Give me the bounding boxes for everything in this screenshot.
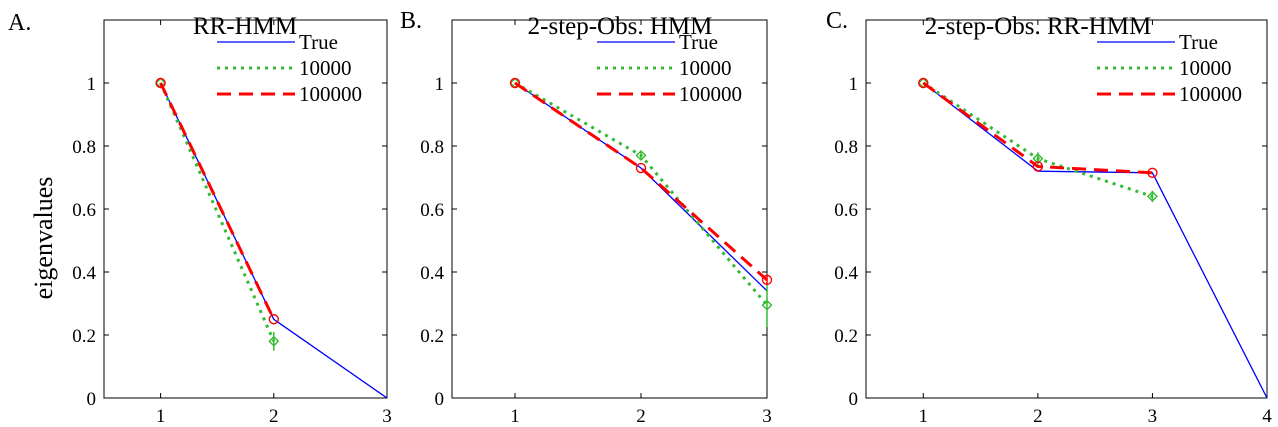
data-point-100000 (761, 274, 773, 286)
legend-label: 100000 (1179, 82, 1242, 106)
y-tick-label: 0 (435, 389, 445, 410)
legend-label: 10000 (299, 56, 352, 80)
y-tick-label: 0.8 (420, 137, 444, 158)
data-point-10000 (268, 335, 280, 347)
data-point-100000 (1032, 161, 1044, 172)
data-point-100000 (918, 77, 929, 89)
y-tick-label: 0 (87, 389, 97, 410)
x-tick-label: 1 (510, 406, 520, 427)
series-line-10000 (514, 81, 769, 307)
chart-title: RR-HMM (193, 13, 297, 40)
y-tick-label: 1 (849, 74, 859, 95)
x-tick-label: 4 (1262, 406, 1272, 427)
y-tick-label: 0.6 (72, 200, 96, 221)
y-tick-label: 0.4 (420, 263, 444, 284)
legend-label: 10000 (1179, 56, 1232, 80)
y-tick-label: 0.4 (834, 263, 858, 284)
series-line-True (922, 82, 1268, 399)
series-line-10000 (159, 82, 276, 342)
y-tick-label: 0.2 (834, 326, 858, 347)
panel-label: B. (400, 8, 422, 34)
series-line-100000 (514, 81, 768, 282)
x-tick-label: 1 (919, 406, 929, 427)
y-tick-label: 0.6 (420, 200, 444, 221)
y-tick-label: 0.2 (72, 326, 96, 347)
chart-title: 2-step-Obs. RR-HMM (925, 13, 1151, 40)
x-tick-label: 2 (636, 406, 646, 427)
data-point-100000 (635, 162, 647, 174)
x-tick-label: 2 (269, 406, 279, 427)
y-tick-label: 0.2 (420, 326, 444, 347)
data-point-100000 (1147, 167, 1158, 178)
y-tick-label: 0.6 (834, 200, 858, 221)
data-point-100000 (268, 314, 279, 325)
y-tick-label: 0.8 (72, 137, 96, 158)
legend-label: 100000 (299, 82, 362, 106)
series-line-10000 (922, 81, 1153, 198)
data-point-10000 (635, 149, 647, 161)
series-line-True (160, 82, 388, 399)
y-tick-label: 0 (849, 389, 859, 410)
x-tick-label: 2 (1033, 406, 1043, 427)
x-tick-label: 3 (762, 406, 772, 427)
y-tick-label: 0.4 (72, 263, 96, 284)
chart-panel-3: C. 2-step-Obs. RR-HMM 0 0.2 0.4 0.6 0.8 1 1 2 3 4 Tr… (826, 8, 1272, 427)
legend-label: True (679, 30, 718, 54)
data-point-100000 (155, 77, 166, 89)
panel-label: A. (8, 10, 31, 36)
y-tick-label: 1 (435, 74, 445, 95)
x-tick-label: 3 (1148, 406, 1158, 427)
legend-label: True (299, 30, 338, 54)
y-tick-label: 0.8 (834, 137, 858, 158)
series-line-100000 (922, 81, 1153, 175)
panel-label: C. (826, 8, 848, 34)
y-tick-label: 1 (87, 74, 97, 95)
x-tick-label: 3 (382, 406, 392, 427)
chart-title: 2-step-Obs. HMM (528, 13, 713, 40)
y-axis-label: eigenvalues (29, 177, 58, 300)
data-point-10000 (1146, 190, 1158, 202)
data-point-100000 (509, 77, 521, 89)
legend-label: 10000 (679, 56, 732, 80)
data-point-10000 (761, 299, 773, 311)
legend-label: True (1179, 30, 1218, 54)
x-tick-label: 1 (156, 406, 166, 427)
data-point-10000 (1032, 153, 1044, 165)
legend-label: 100000 (679, 82, 742, 106)
